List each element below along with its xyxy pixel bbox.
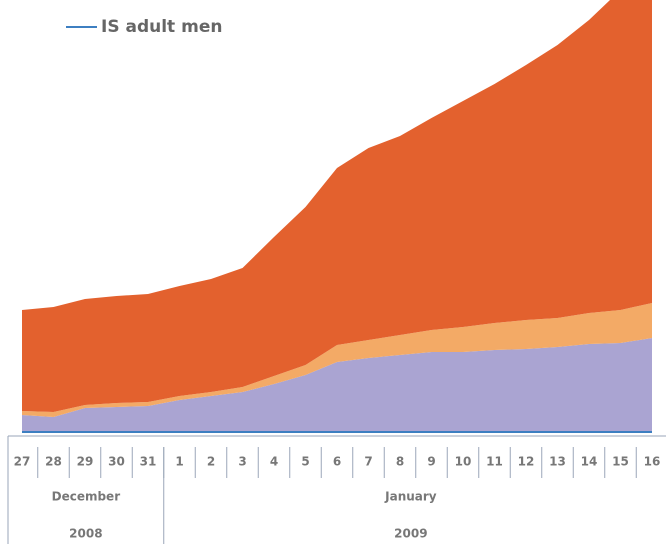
- x-tick-label: 6: [333, 455, 341, 469]
- year-label: 2008: [69, 527, 102, 541]
- month-label: December: [52, 490, 121, 504]
- x-tick-label: 30: [108, 455, 125, 469]
- month-label: January: [384, 490, 437, 504]
- x-tick-label: 5: [301, 455, 309, 469]
- x-tick-label: 14: [581, 455, 598, 469]
- x-tick-label: 27: [14, 455, 31, 469]
- x-tick-label: 1: [175, 455, 183, 469]
- area: [22, 303, 652, 417]
- x-tick-label: 16: [644, 455, 661, 469]
- x-tick-label: 3: [238, 455, 246, 469]
- x-tick-label: 15: [612, 455, 629, 469]
- area: [22, 338, 652, 433]
- x-tick-label: 8: [396, 455, 404, 469]
- x-tick-label: 9: [427, 455, 435, 469]
- x-tick-label: 2: [207, 455, 215, 469]
- legend-label: IS adult men: [101, 17, 222, 37]
- year-label: 2009: [394, 527, 427, 541]
- plot-area: [22, 0, 652, 433]
- x-tick-label: 12: [518, 455, 535, 469]
- x-tick-label: 13: [549, 455, 566, 469]
- x-tick-label: 10: [455, 455, 472, 469]
- x-tick-label: 11: [486, 455, 503, 469]
- x-tick-label: 7: [364, 455, 372, 469]
- area: [22, 0, 652, 412]
- x-tick-label: 29: [77, 455, 94, 469]
- x-tick-label: 31: [140, 455, 157, 469]
- x-tick-label: 4: [270, 455, 278, 469]
- x-tick-label: 28: [45, 455, 62, 469]
